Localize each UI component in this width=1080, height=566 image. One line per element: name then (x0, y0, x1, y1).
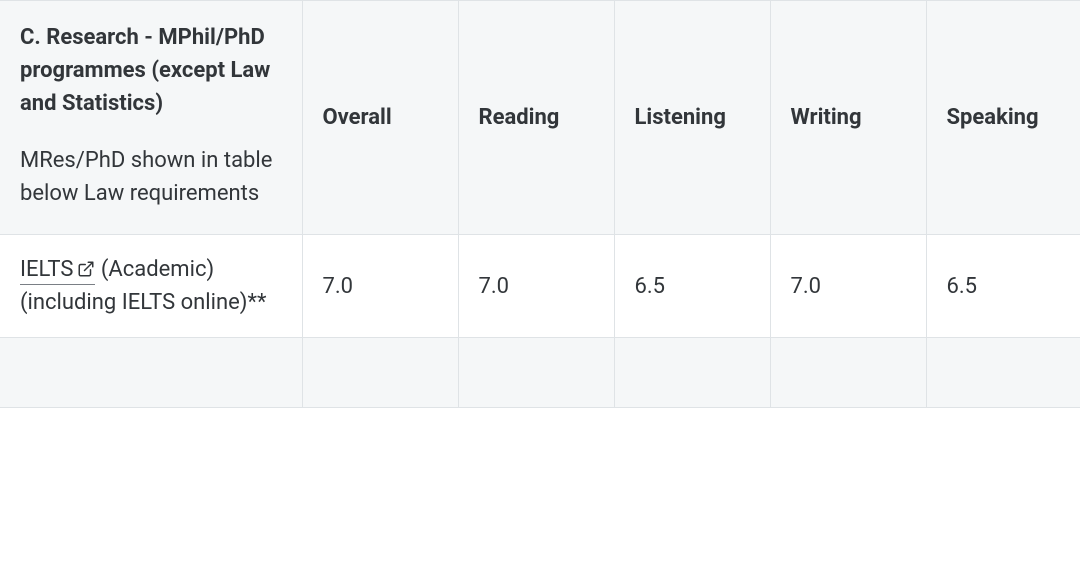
cell-listening: 6.5 (614, 235, 770, 338)
header-title-strong: C. Research - MPhil/PhD programmes (exce… (20, 21, 282, 120)
requirements-table: C. Research - MPhil/PhD programmes (exce… (0, 0, 1080, 408)
header-cell-listening: Listening (614, 1, 770, 235)
header-cell-overall: Overall (302, 1, 458, 235)
cell-test-name: IELTS (Academic) (including IELTS online… (0, 235, 302, 338)
header-title-sub: MRes/PhD shown in table below Law requir… (20, 144, 282, 210)
cell-empty (926, 338, 1080, 408)
cell-speaking: 6.5 (926, 235, 1080, 338)
ielts-link-text: IELTS (20, 257, 73, 282)
header-cell-speaking: Speaking (926, 1, 1080, 235)
cell-empty (302, 338, 458, 408)
cell-overall: 7.0 (302, 235, 458, 338)
cell-empty (458, 338, 614, 408)
cell-reading: 7.0 (458, 235, 614, 338)
header-cell-reading: Reading (458, 1, 614, 235)
cell-writing: 7.0 (770, 235, 926, 338)
external-link-icon (77, 260, 95, 278)
header-cell-programme: C. Research - MPhil/PhD programmes (exce… (0, 1, 302, 235)
table-header-row: C. Research - MPhil/PhD programmes (exce… (0, 1, 1080, 235)
cell-empty (614, 338, 770, 408)
header-cell-writing: Writing (770, 1, 926, 235)
cell-test-name-empty (0, 338, 302, 408)
ielts-link[interactable]: IELTS (20, 257, 95, 285)
table-row (0, 338, 1080, 408)
cell-empty (770, 338, 926, 408)
table-row: IELTS (Academic) (including IELTS online… (0, 235, 1080, 338)
